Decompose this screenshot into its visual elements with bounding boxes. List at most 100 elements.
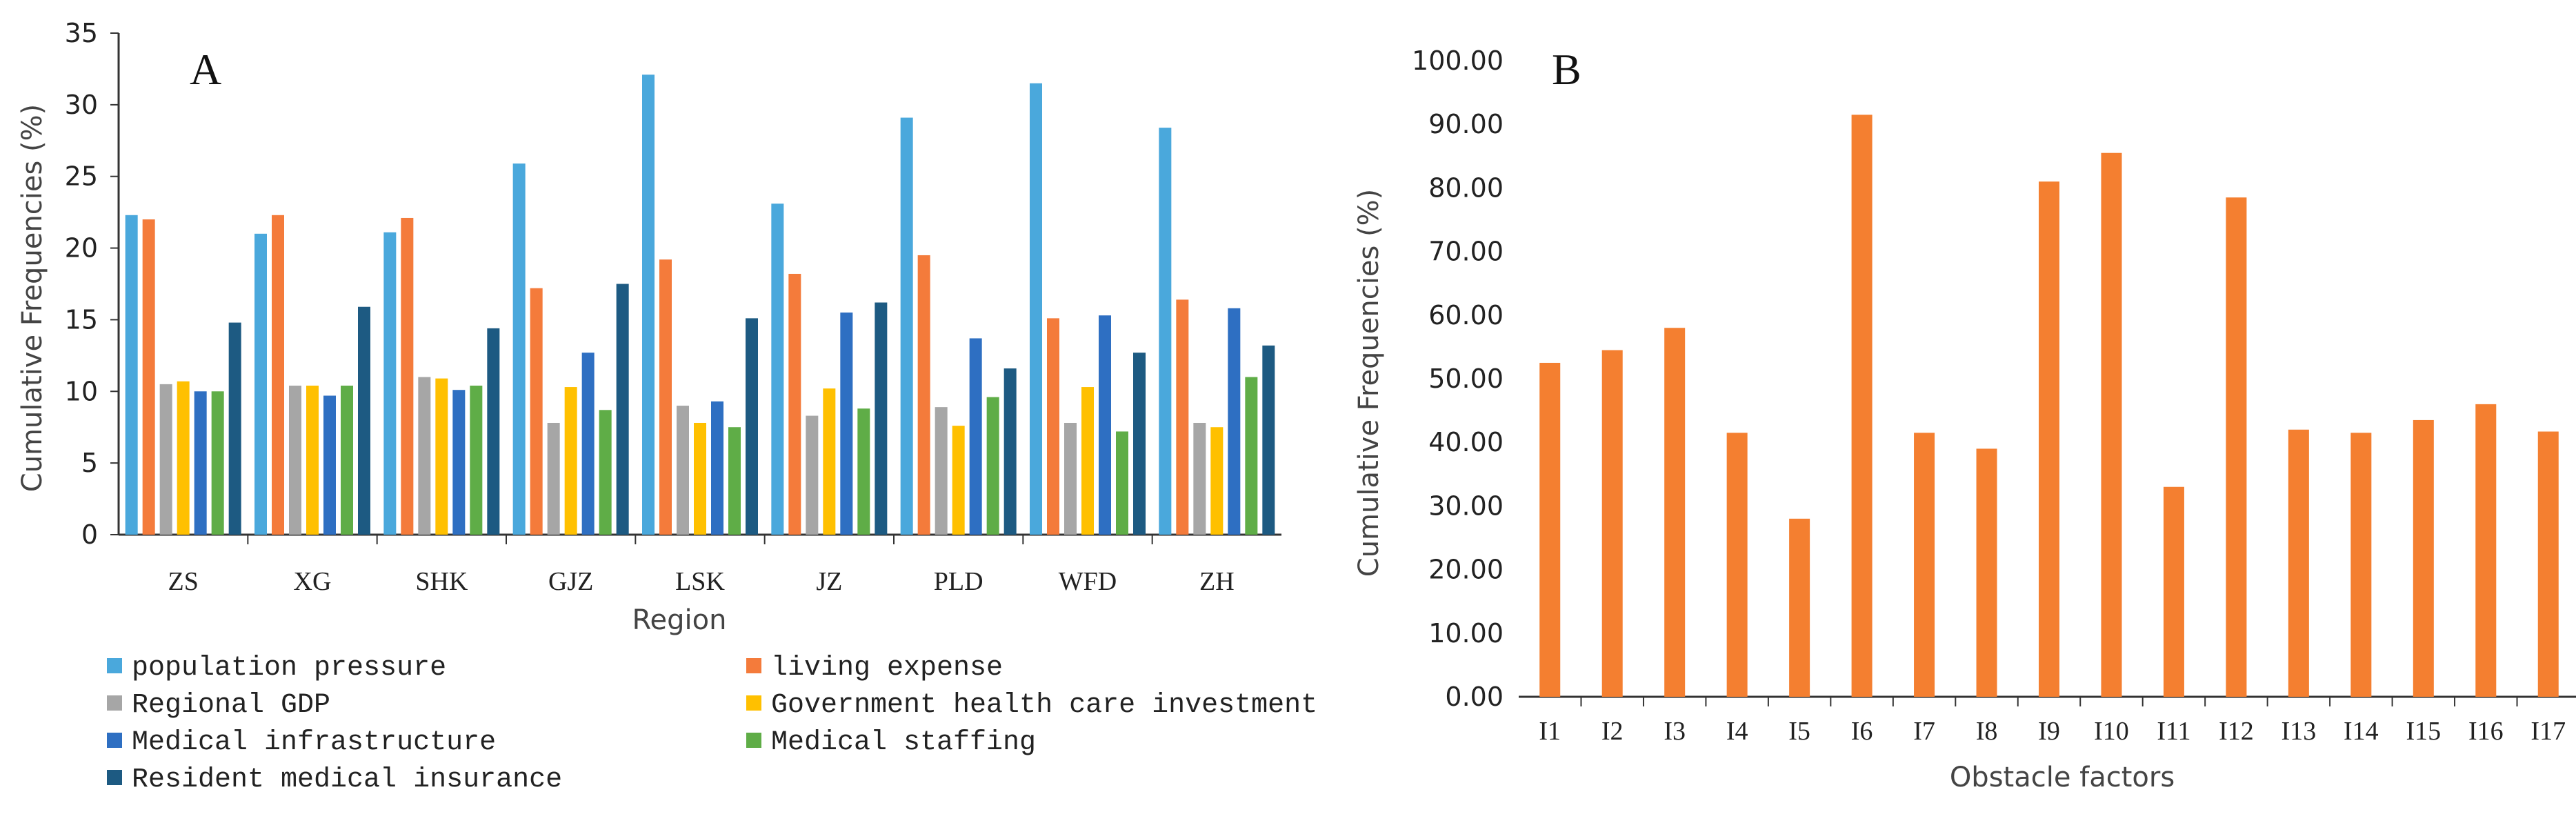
bar-i1 <box>1539 362 1561 697</box>
bar-zs-medical-staffing <box>211 391 224 535</box>
bar-gjz-regional-gdp <box>547 422 560 535</box>
panel-b-y-tick-label: 30.00 <box>1428 491 1504 521</box>
bar-zs-living-expense <box>142 219 155 535</box>
bar-jz-population-pressure <box>771 204 784 535</box>
bar-pld-medical-infrastructure <box>969 338 982 535</box>
panel-a-x-tick-label: PLD <box>934 567 984 596</box>
bar-wfd-resident-medical-insurance <box>1133 353 1146 535</box>
bar-wfd-population-pressure <box>1030 83 1042 535</box>
legend-swatch-population-pressure <box>107 658 122 673</box>
panel-b-x-tick-label: I9 <box>2038 717 2060 746</box>
bar-i3 <box>1664 328 1686 697</box>
legend-label-medical-staffing: Medical staffing <box>771 727 1036 758</box>
bar-pld-resident-medical-insurance <box>1004 368 1017 535</box>
legend-swatch-resident-medical-insurance <box>107 770 122 785</box>
bar-zs-regional-gdp <box>159 384 172 535</box>
panel-a-bars <box>125 75 1275 535</box>
panel-b-y-tick-label: 60.00 <box>1428 300 1504 330</box>
panel-b-x-tick-label: I12 <box>2219 717 2254 746</box>
panel-b-bars <box>1539 115 2559 697</box>
panel-b-x-tick-label: I14 <box>2344 717 2379 746</box>
bar-i13 <box>2288 429 2309 697</box>
panel-b-x-tick-label: I2 <box>1601 717 1624 746</box>
panel-b-y-tick-label: 50.00 <box>1428 364 1504 394</box>
panel-a-x-tick-label: GJZ <box>548 567 593 596</box>
bar-i10 <box>2101 152 2122 697</box>
bar-i6 <box>1851 115 1873 697</box>
bar-i5 <box>1789 518 1810 697</box>
bar-gjz-medical-staffing <box>599 410 612 535</box>
panel-b-x-axis-title: Obstacle factors <box>1950 762 2175 793</box>
panel-a-x-tick-label: XG <box>294 567 332 596</box>
panel-a-y-tick-label: 35 <box>65 18 98 48</box>
legend-swatch-medical-infrastructure <box>107 733 122 748</box>
bar-zs-resident-medical-insurance <box>228 322 241 535</box>
panel-b-x-tick-label: I10 <box>2094 717 2129 746</box>
bar-lsk-medical-staffing <box>728 427 741 535</box>
bar-xg-population-pressure <box>254 233 267 535</box>
panel-a-y-tick-label: 25 <box>65 161 98 192</box>
bar-gjz-government-health-care-investment <box>564 387 577 535</box>
bar-shk-resident-medical-insurance <box>487 328 500 535</box>
bar-shk-regional-gdp <box>418 377 431 535</box>
bar-zh-government-health-care-investment <box>1210 427 1224 535</box>
panel-b-x-tick-label: I13 <box>2282 717 2317 746</box>
bar-lsk-regional-gdp <box>677 406 689 535</box>
panel-a-x-tick-label: ZH <box>1199 567 1235 596</box>
bar-xg-medical-infrastructure <box>323 395 336 535</box>
bar-jz-government-health-care-investment <box>823 388 836 535</box>
panel-a-y-tick-label: 10 <box>65 376 98 406</box>
legend-label-population-pressure: population pressure <box>132 653 446 684</box>
panel-b-y-tick-label: 90.00 <box>1428 109 1504 139</box>
bar-i15 <box>2413 419 2434 697</box>
legend-swatch-regional-gdp <box>107 695 122 711</box>
bar-zh-population-pressure <box>1159 128 1172 535</box>
panel-b-x-tick-label: I17 <box>2530 717 2566 746</box>
bar-zh-living-expense <box>1176 299 1189 535</box>
bar-lsk-living-expense <box>659 259 672 535</box>
panel-a-chart: A Cumulative Frequencies (%) Region 0 5 10… <box>17 18 1317 795</box>
bar-shk-medical-staffing <box>470 385 483 535</box>
bar-i2 <box>1601 350 1623 697</box>
panel-b-x-tick-label: I4 <box>1726 717 1748 746</box>
bar-shk-government-health-care-investment <box>435 378 448 535</box>
panel-b-x-tick-label: I1 <box>1539 717 1561 746</box>
bar-jz-medical-infrastructure <box>840 313 853 535</box>
panel-a-y-tick-label: 30 <box>65 90 98 120</box>
panel-b-y-ticks: 0.00 10.00 20.00 30.00 40.00 50.00 60.00 70.00 8… <box>1412 46 1504 712</box>
bar-shk-living-expense <box>401 217 414 535</box>
panel-a-y-tick-label: 0 <box>81 519 98 550</box>
panel-a-legend: population pressure living expense Regiona… <box>107 653 1317 795</box>
panel-b-x-tick-label: I8 <box>1976 717 1998 746</box>
bar-wfd-regional-gdp <box>1064 422 1077 535</box>
bar-zs-medical-infrastructure <box>194 391 207 535</box>
panel-a-x-tick-label: LSK <box>675 567 725 596</box>
bar-wfd-government-health-care-investment <box>1081 387 1094 535</box>
bar-lsk-government-health-care-investment <box>694 422 706 535</box>
legend-label-medical-infrastructure: Medical infrastructure <box>132 727 496 758</box>
bar-zh-medical-staffing <box>1245 377 1258 535</box>
panel-b-y-tick-label: 20.00 <box>1428 555 1504 585</box>
panel-b-y-axis-title: Cumulative Frequencies (%) <box>1353 189 1385 577</box>
panel-a-y-tick-label: 5 <box>81 448 98 478</box>
panel-b-x-ticks: I1 I2 I3 I4 I5 I6 I7 I8 I9 I10 I11 I12 I13 I14 I15 I16 I… <box>1539 697 2566 746</box>
bar-shk-population-pressure <box>383 232 397 535</box>
bar-jz-medical-staffing <box>857 408 870 535</box>
bar-i16 <box>2475 404 2497 697</box>
legend-label-living-expense: living expense <box>771 653 1003 684</box>
bar-wfd-medical-infrastructure <box>1099 315 1111 535</box>
panel-b-y-tick-label: 10.00 <box>1428 618 1504 648</box>
bar-i9 <box>2039 181 2059 697</box>
panel-a-label: A <box>190 45 221 94</box>
panel-a-x-tick-label: JZ <box>816 567 842 596</box>
bar-lsk-resident-medical-insurance <box>746 318 758 535</box>
bar-gjz-population-pressure <box>512 164 526 535</box>
bar-xg-government-health-care-investment <box>306 385 319 535</box>
bar-jz-regional-gdp <box>806 415 819 535</box>
panel-b-x-tick-label: I16 <box>2468 717 2504 746</box>
bar-wfd-living-expense <box>1047 318 1059 535</box>
bar-zs-government-health-care-investment <box>177 381 190 535</box>
panel-b-chart: B Cumulative Frequencies (%) Obstacle fa… <box>1353 45 2576 793</box>
bar-zh-medical-infrastructure <box>1228 308 1241 535</box>
